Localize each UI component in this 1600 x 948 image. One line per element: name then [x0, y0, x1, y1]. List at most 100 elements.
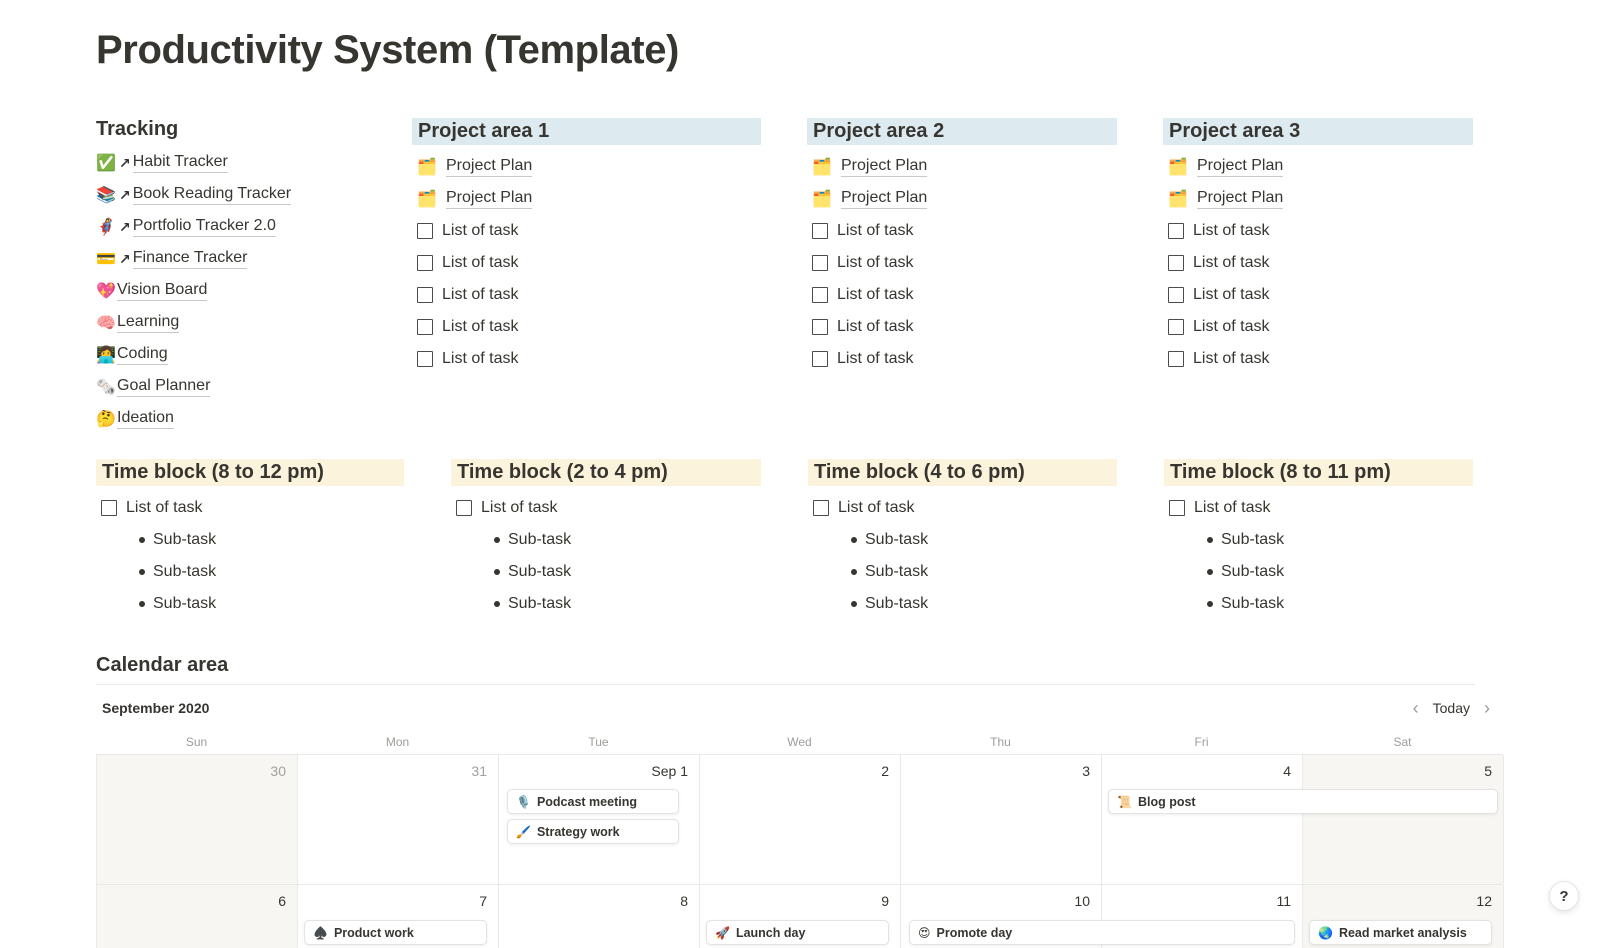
day-number: 2	[881, 763, 889, 779]
todo-checkbox[interactable]	[456, 500, 472, 516]
todo-checkbox[interactable]	[813, 500, 829, 516]
list-item: Sub-task	[451, 528, 761, 552]
bullet-icon	[494, 601, 500, 607]
todo-checkbox[interactable]	[417, 287, 433, 303]
calendar-event-product-work[interactable]: ♠️ Product work	[304, 920, 487, 945]
event-label: Read market analysis	[1338, 925, 1467, 940]
day-cell[interactable]: 11	[1102, 885, 1303, 948]
day-cell[interactable]: 31	[298, 755, 499, 884]
day-cell[interactable]: 2	[700, 755, 901, 884]
help-button[interactable]: ?	[1549, 881, 1579, 911]
chevron-left-icon[interactable]: ‹	[1412, 698, 1419, 718]
page-link-label: Project Plan	[841, 157, 928, 177]
todo-checkbox[interactable]	[101, 500, 117, 516]
newspaper-roll-emoji-icon: 🗞️	[96, 378, 116, 396]
card-index-dividers-emoji-icon: 🗂️	[812, 190, 832, 208]
todo-label: List of task	[837, 286, 914, 303]
day-number: 3	[1082, 763, 1090, 779]
weekday-label: Mon	[385, 735, 410, 749]
heart-eyes-emoji-icon: 😍	[918, 925, 931, 940]
todo-checkbox[interactable]	[812, 319, 828, 335]
todo-checkbox[interactable]	[1168, 319, 1184, 335]
todo-label: List of task	[442, 318, 519, 335]
todo-item: List of task	[1163, 219, 1473, 243]
todo-checkbox[interactable]	[812, 287, 828, 303]
list-item: Sub-task	[96, 560, 404, 584]
calendar-event-read-market-analysis[interactable]: 🌏 Read market analysis	[1309, 920, 1492, 945]
calendar-event-launch-day[interactable]: 🚀 Launch day	[706, 920, 889, 945]
todo-label: List of task	[1193, 350, 1270, 367]
calendar-week-row-1: 30 31 Sep 1 2 3 4 5 🎙️ Podcast meeting 🖌…	[97, 755, 1504, 884]
list-item: Sub-task	[451, 560, 761, 584]
time-block-3-heading: Time block (4 to 6 pm)	[808, 459, 1117, 486]
day-cell[interactable]: Sep 1	[499, 755, 700, 884]
page-link-project-plan[interactable]: 🗂️ Project Plan	[1163, 155, 1473, 179]
event-label: Strategy work	[536, 824, 620, 839]
todo-checkbox[interactable]	[1168, 351, 1184, 367]
calendar-header: September 2020 ‹ Today ›	[96, 699, 1503, 717]
page-link-portfolio-tracker[interactable]: 🦸‍♀️ ↗ Portfolio Tracker 2.0	[96, 215, 366, 239]
todo-checkbox[interactable]	[417, 223, 433, 239]
subtask-label: Sub-task	[1221, 595, 1285, 612]
todo-checkbox[interactable]	[1168, 287, 1184, 303]
todo-checkbox[interactable]	[812, 351, 828, 367]
todo-label: List of task	[1193, 254, 1270, 271]
day-cell[interactable]: 7	[298, 885, 499, 948]
page-link-project-plan[interactable]: 🗂️ Project Plan	[412, 155, 761, 179]
day-cell[interactable]: 9	[700, 885, 901, 948]
todo-checkbox[interactable]	[1169, 500, 1185, 516]
day-cell[interactable]: 8	[499, 885, 700, 948]
calendar-event-promote-day[interactable]: 😍 Promote day	[909, 920, 1295, 945]
todo-checkbox[interactable]	[417, 319, 433, 335]
todo-checkbox[interactable]	[812, 255, 828, 271]
page-link-habit-tracker[interactable]: ✅ ↗ Habit Tracker	[96, 151, 366, 175]
bullet-icon	[494, 569, 500, 575]
page-link-vision-board[interactable]: 💖 Vision Board	[96, 279, 366, 303]
day-cell[interactable]: 4	[1102, 755, 1303, 884]
page-link-project-plan[interactable]: 🗂️ Project Plan	[807, 187, 1117, 211]
scroll-emoji-icon: 📜	[1117, 794, 1132, 809]
chevron-right-icon[interactable]: ›	[1484, 698, 1490, 718]
page-link-goal-planner[interactable]: 🗞️ Goal Planner	[96, 375, 366, 399]
bullet-icon	[851, 537, 857, 543]
todo-item: List of task	[96, 496, 404, 520]
day-number: 10	[1074, 893, 1090, 909]
day-cell[interactable]: 3	[901, 755, 1102, 884]
day-cell[interactable]: 30	[97, 755, 298, 884]
northeast-arrow-icon: ↗	[119, 218, 131, 235]
brain-emoji-icon: 🧠	[96, 314, 116, 332]
todo-checkbox[interactable]	[417, 351, 433, 367]
technologist-emoji-icon: 👩‍💻	[96, 346, 116, 364]
todo-label: List of task	[442, 222, 519, 239]
day-cell[interactable]: 10	[901, 885, 1102, 948]
day-cell[interactable]: 5	[1303, 755, 1504, 884]
bullet-icon	[1207, 601, 1213, 607]
todo-checkbox[interactable]	[812, 223, 828, 239]
page-link-label: Coding	[117, 345, 168, 365]
day-number: 6	[278, 893, 286, 909]
todo-item: List of task	[451, 496, 761, 520]
day-cell[interactable]: 6	[97, 885, 298, 948]
page-link-learning[interactable]: 🧠 Learning	[96, 311, 366, 335]
page-link-project-plan[interactable]: 🗂️ Project Plan	[412, 187, 761, 211]
page-link-project-plan[interactable]: 🗂️ Project Plan	[1163, 187, 1473, 211]
subtask-label: Sub-task	[1221, 563, 1285, 580]
todo-checkbox[interactable]	[1168, 255, 1184, 271]
calendar-event-blog-post[interactable]: 📜 Blog post	[1108, 789, 1498, 814]
today-button[interactable]: Today	[1432, 700, 1470, 716]
page-link-coding[interactable]: 👩‍💻 Coding	[96, 343, 366, 367]
page-link-ideation[interactable]: 🤔 Ideation	[96, 407, 366, 431]
todo-checkbox[interactable]	[417, 255, 433, 271]
weekday-label: Sun	[185, 735, 208, 749]
todo-checkbox[interactable]	[1168, 223, 1184, 239]
todo-item: List of task	[412, 283, 761, 307]
calendar-event-podcast-meeting[interactable]: 🎙️ Podcast meeting	[507, 789, 679, 814]
day-number: 31	[471, 763, 487, 779]
page-link-finance-tracker[interactable]: 💳 ↗ Finance Tracker	[96, 247, 366, 271]
list-item: Sub-task	[451, 592, 761, 616]
page-link-book-reading-tracker[interactable]: 📚 ↗ Book Reading Tracker	[96, 183, 366, 207]
calendar-event-strategy-work[interactable]: 🖌️ Strategy work	[507, 819, 679, 844]
todo-label: List of task	[1194, 499, 1271, 516]
thinking-face-emoji-icon: 🤔	[96, 410, 116, 428]
page-link-project-plan[interactable]: 🗂️ Project Plan	[807, 155, 1117, 179]
